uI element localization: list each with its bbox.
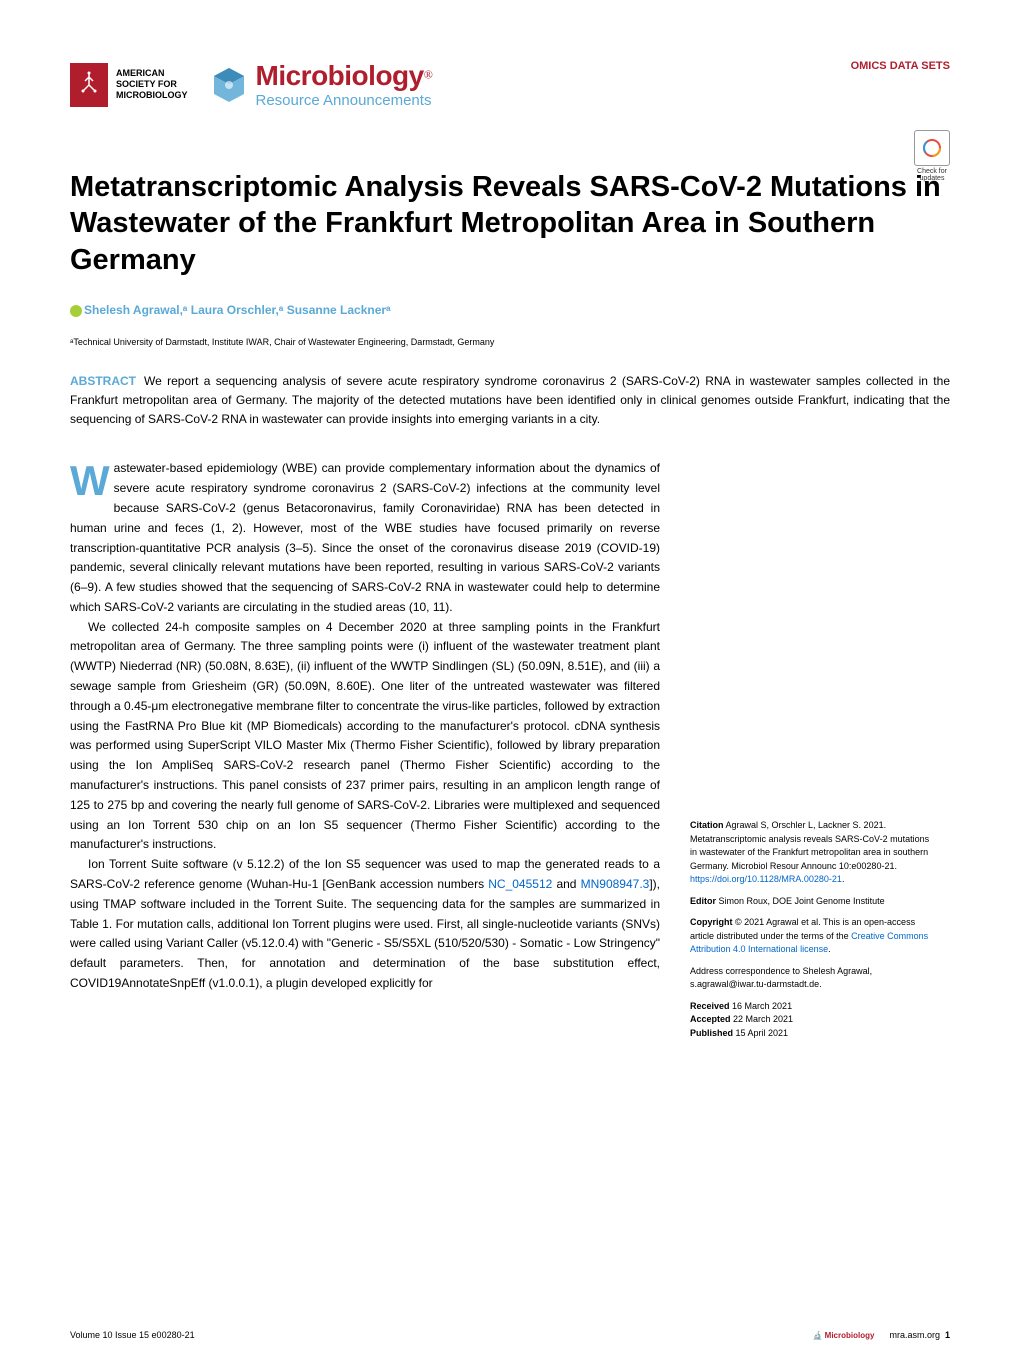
dropcap: W xyxy=(70,459,114,499)
copyright-label: Copyright xyxy=(690,917,733,927)
p1-text: astewater-based epidemiology (WBE) can p… xyxy=(70,461,660,614)
orcid-icon[interactable] xyxy=(70,305,82,317)
accepted-date: 22 March 2021 xyxy=(731,1014,794,1024)
article-title: Metatranscriptomic Analysis Reveals SARS… xyxy=(70,169,950,278)
authors-text: Shelesh Agrawal,ᵃ Laura Orschler,ᵃ Susan… xyxy=(84,303,391,317)
footer-issue: Volume 10 Issue 15 e00280-21 xyxy=(70,1330,195,1340)
content-columns: Wastewater-based epidemiology (WBE) can … xyxy=(70,459,950,1048)
asm-icon xyxy=(70,63,108,107)
dates-block: Received 16 March 2021 Accepted 22 March… xyxy=(690,1000,930,1041)
page-header: AMERICAN SOCIETY FOR MICROBIOLOGY Microb… xyxy=(70,60,950,109)
journal-icon xyxy=(208,64,250,106)
asm-line2: SOCIETY FOR xyxy=(116,79,188,90)
citation-text: Agrawal S, Orschler L, Lackner S. 2021. … xyxy=(690,820,929,871)
editor-text: Simon Roux, DOE Joint Genome Institute xyxy=(716,896,885,906)
registered-mark: ® xyxy=(424,68,433,82)
paragraph-3: Ion Torrent Suite software (v 5.12.2) of… xyxy=(70,855,660,994)
paragraph-2: We collected 24-h composite samples on 4… xyxy=(70,618,660,856)
received-date: 16 March 2021 xyxy=(730,1001,793,1011)
main-column: Wastewater-based epidemiology (WBE) can … xyxy=(70,459,660,1048)
check-updates-icon xyxy=(914,130,950,166)
authors: Shelesh Agrawal,ᵃ Laura Orschler,ᵃ Susan… xyxy=(70,303,950,317)
p3-mid: and xyxy=(552,877,580,891)
paragraph-1: Wastewater-based epidemiology (WBE) can … xyxy=(70,459,660,617)
editor-block: Editor Simon Roux, DOE Joint Genome Inst… xyxy=(690,895,930,909)
published-date: 15 April 2021 xyxy=(733,1028,788,1038)
asm-text: AMERICAN SOCIETY FOR MICROBIOLOGY xyxy=(116,68,188,100)
affiliation: ᵃTechnical University of Darmstadt, Inst… xyxy=(70,337,950,347)
footer-right: 🔬 Microbiology mra.asm.org 1 xyxy=(812,1330,950,1340)
accession-link-2[interactable]: MN908947.3 xyxy=(581,877,650,891)
citation-label: Citation xyxy=(690,820,724,830)
accepted-label: Accepted xyxy=(690,1014,731,1024)
journal-name-block: Microbiology® Resource Announcements xyxy=(256,60,433,109)
received-label: Received xyxy=(690,1001,730,1011)
abstract: ABSTRACTWe report a sequencing analysis … xyxy=(70,372,950,430)
check-updates-badge[interactable]: Check for updates xyxy=(914,130,950,182)
correspondence: Address correspondence to Shelesh Agrawa… xyxy=(690,965,930,992)
journal-subtitle: Resource Announcements xyxy=(256,92,433,109)
footer-url: mra.asm.org xyxy=(889,1330,940,1340)
page-footer: Volume 10 Issue 15 e00280-21 🔬 Microbiol… xyxy=(70,1330,950,1340)
asm-line1: AMERICAN xyxy=(116,68,188,79)
footer-page: 1 xyxy=(945,1330,950,1340)
sidebar: Citation Agrawal S, Orschler L, Lackner … xyxy=(690,459,930,1048)
journal-title: Microbiology xyxy=(256,60,424,91)
abstract-label: ABSTRACT xyxy=(70,374,136,388)
section-label: OMICS DATA SETS xyxy=(851,60,950,72)
asm-line3: MICROBIOLOGY xyxy=(116,90,188,101)
copyright-block: Copyright © 2021 Agrawal et al. This is … xyxy=(690,916,930,957)
check-updates-label: Check for updates xyxy=(914,168,950,182)
doi-link[interactable]: https://doi.org/10.1128/MRA.00280-21 xyxy=(690,874,842,884)
asm-logo: AMERICAN SOCIETY FOR MICROBIOLOGY xyxy=(70,63,188,107)
editor-label: Editor xyxy=(690,896,716,906)
published-label: Published xyxy=(690,1028,733,1038)
abstract-text: We report a sequencing analysis of sever… xyxy=(70,374,950,426)
citation-block: Citation Agrawal S, Orschler L, Lackner … xyxy=(690,819,930,887)
accession-link-1[interactable]: NC_045512 xyxy=(488,877,552,891)
footer-logo: 🔬 Microbiology xyxy=(812,1331,874,1340)
journal-logo: Microbiology® Resource Announcements xyxy=(208,60,433,109)
logo-block: AMERICAN SOCIETY FOR MICROBIOLOGY Microb… xyxy=(70,60,433,109)
p3-text2: ]), using TMAP software included in the … xyxy=(70,877,660,990)
